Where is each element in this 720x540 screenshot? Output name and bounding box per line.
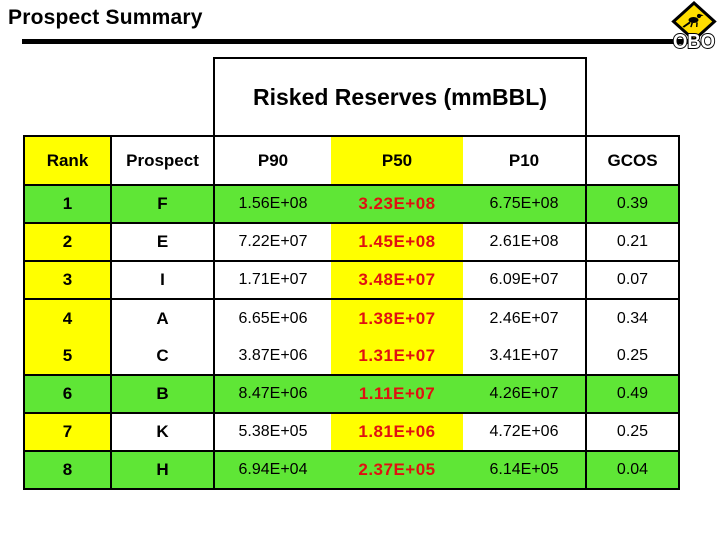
- cell-prospect: K: [111, 412, 215, 451]
- prospect-table: Risked Reserves (mmBBL) Rank Prospect P9…: [23, 57, 680, 490]
- cell-rank: 8: [23, 450, 112, 490]
- cell-p90: 5.38E+05: [214, 412, 331, 451]
- cell-p50: 3.48E+07: [331, 260, 463, 299]
- cell-p10: 6.09E+07: [463, 260, 587, 299]
- cell-p50: 1.11E+07: [331, 374, 463, 413]
- col-header-rank: Rank: [23, 135, 112, 186]
- cell-gcos: 0.21: [586, 222, 680, 261]
- col-header-p50: P50: [331, 135, 463, 186]
- cell-gcos: 0.04: [586, 450, 680, 490]
- prospect-table-wrapper: Risked Reserves (mmBBL) Rank Prospect P9…: [23, 57, 680, 490]
- cell-rank: 2: [23, 222, 112, 261]
- table-row: 6 B 8.47E+06 1.11E+07 4.26E+07 0.49: [23, 374, 680, 413]
- cell-p90: 7.22E+07: [214, 222, 331, 261]
- group-header-row: Risked Reserves (mmBBL): [24, 57, 679, 137]
- cell-p50: 1.38E+07: [331, 298, 463, 337]
- cell-rank: 1: [23, 184, 112, 223]
- page-title: Prospect Summary: [8, 6, 203, 29]
- table-header-row: Rank Prospect P90 P50 P10 GCOS: [23, 135, 680, 186]
- cell-gcos: 0.25: [586, 337, 680, 375]
- cell-gcos: 0.49: [586, 374, 680, 413]
- table-row: 4 A 6.65E+06 1.38E+07 2.46E+07 0.34: [23, 298, 680, 337]
- cell-p90: 1.71E+07: [214, 260, 331, 299]
- logo-text: OBO: [673, 31, 715, 50]
- cell-gcos: 0.07: [586, 260, 680, 299]
- cell-prospect: E: [111, 222, 215, 261]
- cell-p90: 8.47E+06: [214, 374, 331, 413]
- table-row: 3 I 1.71E+07 3.48E+07 6.09E+07 0.07: [23, 260, 680, 299]
- col-header-prospect: Prospect: [111, 135, 215, 186]
- cell-prospect: A: [111, 298, 215, 337]
- cell-p50: 1.81E+06: [331, 412, 463, 451]
- cell-gcos: 0.34: [586, 298, 680, 337]
- cell-p50: 2.37E+05: [331, 450, 463, 490]
- company-logo: OBO: [671, 1, 717, 50]
- spacer-cell: [586, 58, 679, 136]
- col-header-gcos: GCOS: [586, 135, 680, 186]
- cell-gcos: 0.25: [586, 412, 680, 451]
- cell-p90: 1.56E+08: [214, 184, 331, 223]
- cell-p90: 6.65E+06: [214, 298, 331, 337]
- title-underline: [22, 39, 690, 44]
- cell-p10: 6.75E+08: [463, 184, 587, 223]
- cell-p10: 2.46E+07: [463, 298, 587, 337]
- col-header-p90: P90: [214, 135, 331, 186]
- cell-p10: 3.41E+07: [463, 337, 587, 375]
- cell-p10: 6.14E+05: [463, 450, 587, 490]
- table-row: 8 H 6.94E+04 2.37E+05 6.14E+05 0.04: [23, 450, 680, 490]
- kangaroo-icon: [682, 13, 704, 28]
- cell-p50: 1.31E+07: [331, 337, 463, 375]
- table-row: 2 E 7.22E+07 1.45E+08 2.61E+08 0.21: [23, 222, 680, 261]
- cell-prospect: I: [111, 260, 215, 299]
- table-row: 5 C 3.87E+06 1.31E+07 3.41E+07 0.25: [23, 337, 680, 375]
- cell-p10: 4.26E+07: [463, 374, 587, 413]
- cell-p90: 6.94E+04: [214, 450, 331, 490]
- cell-p90: 3.87E+06: [214, 337, 331, 375]
- cell-p10: 4.72E+06: [463, 412, 587, 451]
- cell-rank: 7: [23, 412, 112, 451]
- table-row: 1 F 1.56E+08 3.23E+08 6.75E+08 0.39: [23, 184, 680, 223]
- table-row: 7 K 5.38E+05 1.81E+06 4.72E+06 0.25: [23, 412, 680, 451]
- col-header-p10: P10: [463, 135, 587, 186]
- cell-prospect: B: [111, 374, 215, 413]
- spacer-cell: [24, 58, 214, 136]
- cell-rank: 3: [23, 260, 112, 299]
- cell-p50: 3.23E+08: [331, 184, 463, 223]
- cell-rank: 6: [23, 374, 112, 413]
- cell-prospect: F: [111, 184, 215, 223]
- cell-rank: 5: [23, 337, 112, 375]
- cell-rank: 4: [23, 298, 112, 337]
- cell-prospect: C: [111, 337, 215, 375]
- cell-p50: 1.45E+08: [331, 222, 463, 261]
- cell-gcos: 0.39: [586, 184, 680, 223]
- group-header-risked-reserves: Risked Reserves (mmBBL): [213, 57, 587, 137]
- cell-p10: 2.61E+08: [463, 222, 587, 261]
- cell-prospect: H: [111, 450, 215, 490]
